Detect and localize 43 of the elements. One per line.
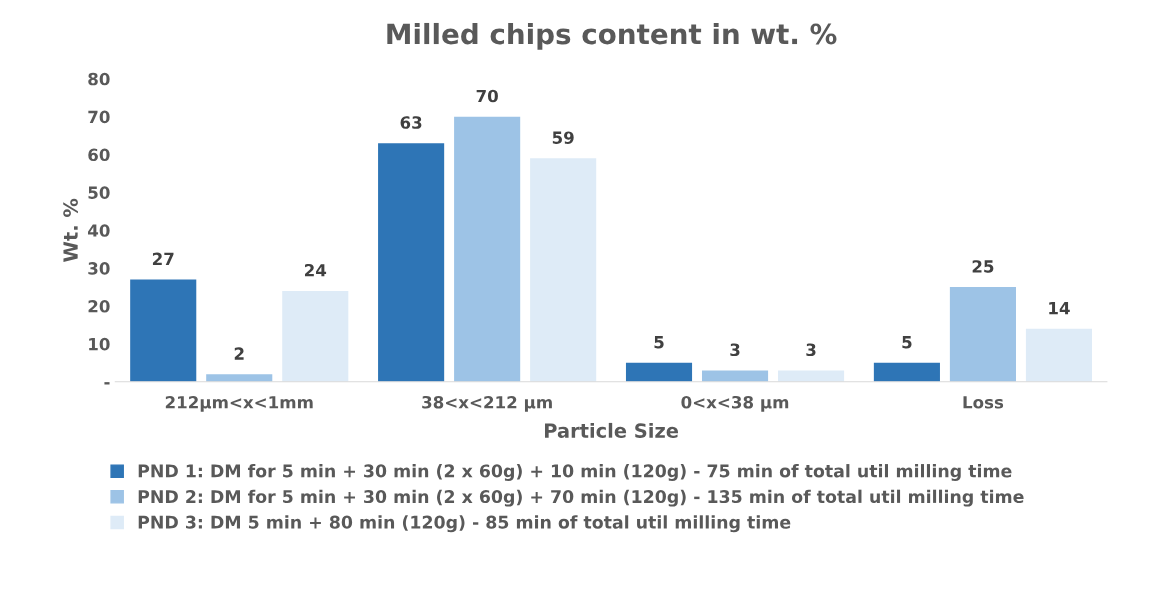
data-label: 3 <box>806 343 816 357</box>
bar <box>130 279 197 382</box>
bar <box>1025 328 1093 382</box>
legend-label: PND 1: DM for 5 min + 30 min (2 x 60g) + 10 min (120g) - 75 min of total util milling time <box>138 464 1012 481</box>
bar <box>701 370 769 382</box>
legend-label: PND 2: DM for 5 min + 30 min (2 x 60g) + 70 min (120g) - 135 min of total util milling time <box>138 489 1024 507</box>
y-tick-label: 10 <box>89 337 110 351</box>
legend-label: PND 3: DM 5 min + 80 min (120g) - 85 min of total util milling time <box>138 515 791 533</box>
y-tick-label: - <box>104 382 110 385</box>
y-tick-label: 50 <box>88 186 110 199</box>
bar <box>873 362 940 382</box>
x-tick-label: Loss <box>963 396 1004 409</box>
data-label: 27 <box>152 252 174 265</box>
bar <box>949 287 1016 382</box>
chart-title: Milled chips content in wt. % <box>387 22 837 50</box>
x-tick-label: 212µm<x<1mm <box>165 395 313 412</box>
x-axis-title: Particle Size <box>545 422 679 438</box>
y-tick-label: 70 <box>88 110 110 124</box>
y-tick-label: 60 <box>88 148 110 162</box>
bar <box>454 116 521 382</box>
data-label: 3 <box>730 343 740 357</box>
x-tick-label: 0<x<38 µm <box>681 395 789 412</box>
x-tick-label: 38<x<212 µm <box>422 395 552 412</box>
bar <box>282 290 349 382</box>
y-tick-label: 30 <box>88 262 110 275</box>
data-label: 2 <box>234 347 244 360</box>
data-label: 70 <box>476 89 498 103</box>
data-label: 25 <box>972 260 994 273</box>
y-tick-label: 80 <box>88 72 110 86</box>
y-tick-label: 40 <box>88 224 110 237</box>
y-tick-label: 20 <box>88 299 110 313</box>
data-label: 14 <box>1049 302 1070 315</box>
bar <box>206 374 273 382</box>
bar <box>778 370 845 382</box>
data-label: 59 <box>552 131 574 144</box>
bar <box>378 143 445 382</box>
bar <box>530 158 597 382</box>
y-axis-title: Wt. % <box>63 198 78 262</box>
data-label: 24 <box>304 263 327 277</box>
bar <box>625 362 693 382</box>
data-label: 5 <box>654 336 664 349</box>
data-label: 63 <box>400 116 422 129</box>
data-label: 5 <box>902 336 912 349</box>
